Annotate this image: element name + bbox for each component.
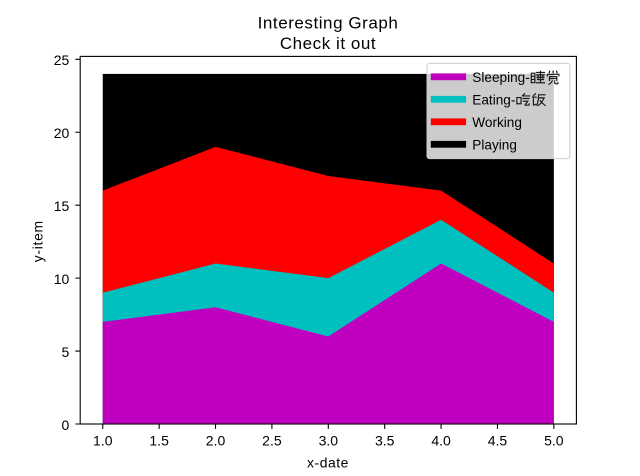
svg-text:1.5: 1.5 bbox=[149, 433, 169, 449]
svg-text:3.0: 3.0 bbox=[319, 433, 339, 449]
svg-text:4.5: 4.5 bbox=[488, 433, 508, 449]
svg-text:Check it out: Check it out bbox=[280, 34, 376, 53]
svg-text:20: 20 bbox=[54, 125, 70, 141]
svg-text:Sleeping-: Sleeping- bbox=[472, 70, 529, 85]
svg-text:2.5: 2.5 bbox=[262, 433, 282, 449]
svg-text:x-date: x-date bbox=[307, 455, 349, 471]
svg-text:5: 5 bbox=[62, 344, 70, 360]
svg-text:25: 25 bbox=[54, 52, 70, 68]
svg-text:4.0: 4.0 bbox=[431, 433, 451, 449]
svg-text:Working: Working bbox=[472, 115, 522, 130]
svg-text:1.0: 1.0 bbox=[93, 433, 113, 449]
svg-text:15: 15 bbox=[54, 198, 70, 214]
svg-text:0: 0 bbox=[62, 417, 70, 433]
svg-text:5.0: 5.0 bbox=[544, 433, 564, 449]
svg-text:Eating-: Eating- bbox=[472, 93, 515, 108]
svg-text:Playing: Playing bbox=[472, 138, 517, 153]
svg-text:2.0: 2.0 bbox=[206, 433, 226, 449]
svg-text:3.5: 3.5 bbox=[375, 433, 395, 449]
svg-text:y-item: y-item bbox=[29, 220, 45, 262]
svg-text:Interesting Graph: Interesting Graph bbox=[258, 13, 399, 32]
svg-text:10: 10 bbox=[54, 271, 70, 287]
